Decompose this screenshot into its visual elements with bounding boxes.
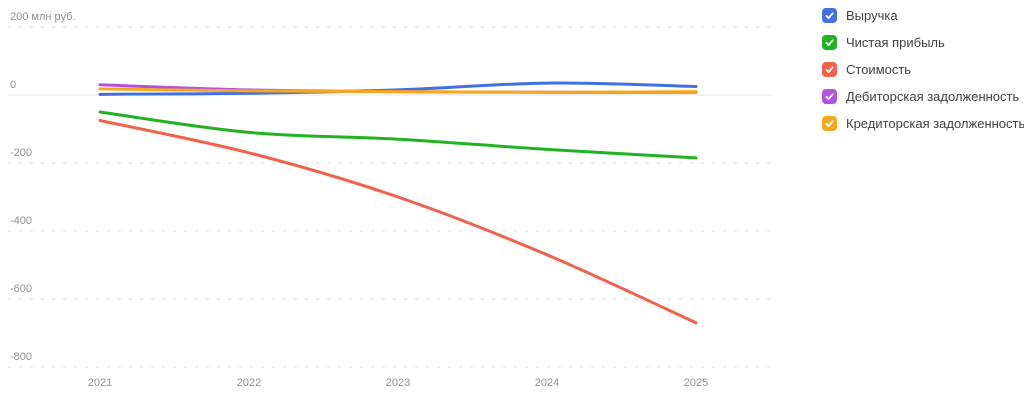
- legend-item-label: Стоимость: [846, 62, 912, 77]
- y-tick-label: -800: [10, 351, 32, 363]
- legend-item-cost[interactable]: Стоимость: [822, 62, 1024, 77]
- chart-legend: Выручка Чистая прибыль Стоимость Дебитор…: [822, 8, 1024, 131]
- legend-item-label: Дебиторская задолженность: [846, 89, 1020, 104]
- line-net-profit: [98, 110, 698, 160]
- x-tick-label: 2024: [535, 377, 559, 389]
- x-tick-label: 2025: [684, 377, 708, 389]
- y-tick-label: -600: [10, 283, 32, 295]
- line-cost: [98, 119, 698, 325]
- legend-item-revenue[interactable]: Выручка: [822, 8, 1024, 23]
- legend-item-receivables[interactable]: Дебиторская задолженность: [822, 89, 1024, 104]
- line-payables: [98, 87, 698, 94]
- legend-item-label: Чистая прибыль: [846, 35, 945, 50]
- y-tick-label: -200: [10, 147, 32, 159]
- legend-checkbox-icon[interactable]: [822, 89, 837, 104]
- legend-item-net-profit[interactable]: Чистая прибыль: [822, 35, 1024, 50]
- legend-checkbox-icon[interactable]: [822, 8, 837, 23]
- line-revenue: [98, 81, 698, 96]
- legend-checkbox-icon[interactable]: [822, 116, 837, 131]
- x-tick-label: 2023: [386, 377, 410, 389]
- y-tick-label: 200 млн руб.: [10, 11, 76, 23]
- y-tick-label: 0: [10, 79, 16, 91]
- y-tick-label: -400: [10, 215, 32, 227]
- x-tick-label: 2021: [88, 377, 112, 389]
- legend-item-label: Кредиторская задолженность: [846, 116, 1024, 131]
- legend-checkbox-icon[interactable]: [822, 35, 837, 50]
- line-chart: 200 млн руб. 0 -200 -400 -600 -800 2021 2022 202…: [8, 11, 772, 389]
- legend-checkbox-icon[interactable]: [822, 62, 837, 77]
- legend-item-payables[interactable]: Кредиторская задолженность: [822, 116, 1024, 131]
- legend-item-label: Выручка: [846, 8, 898, 23]
- x-tick-label: 2022: [237, 377, 261, 389]
